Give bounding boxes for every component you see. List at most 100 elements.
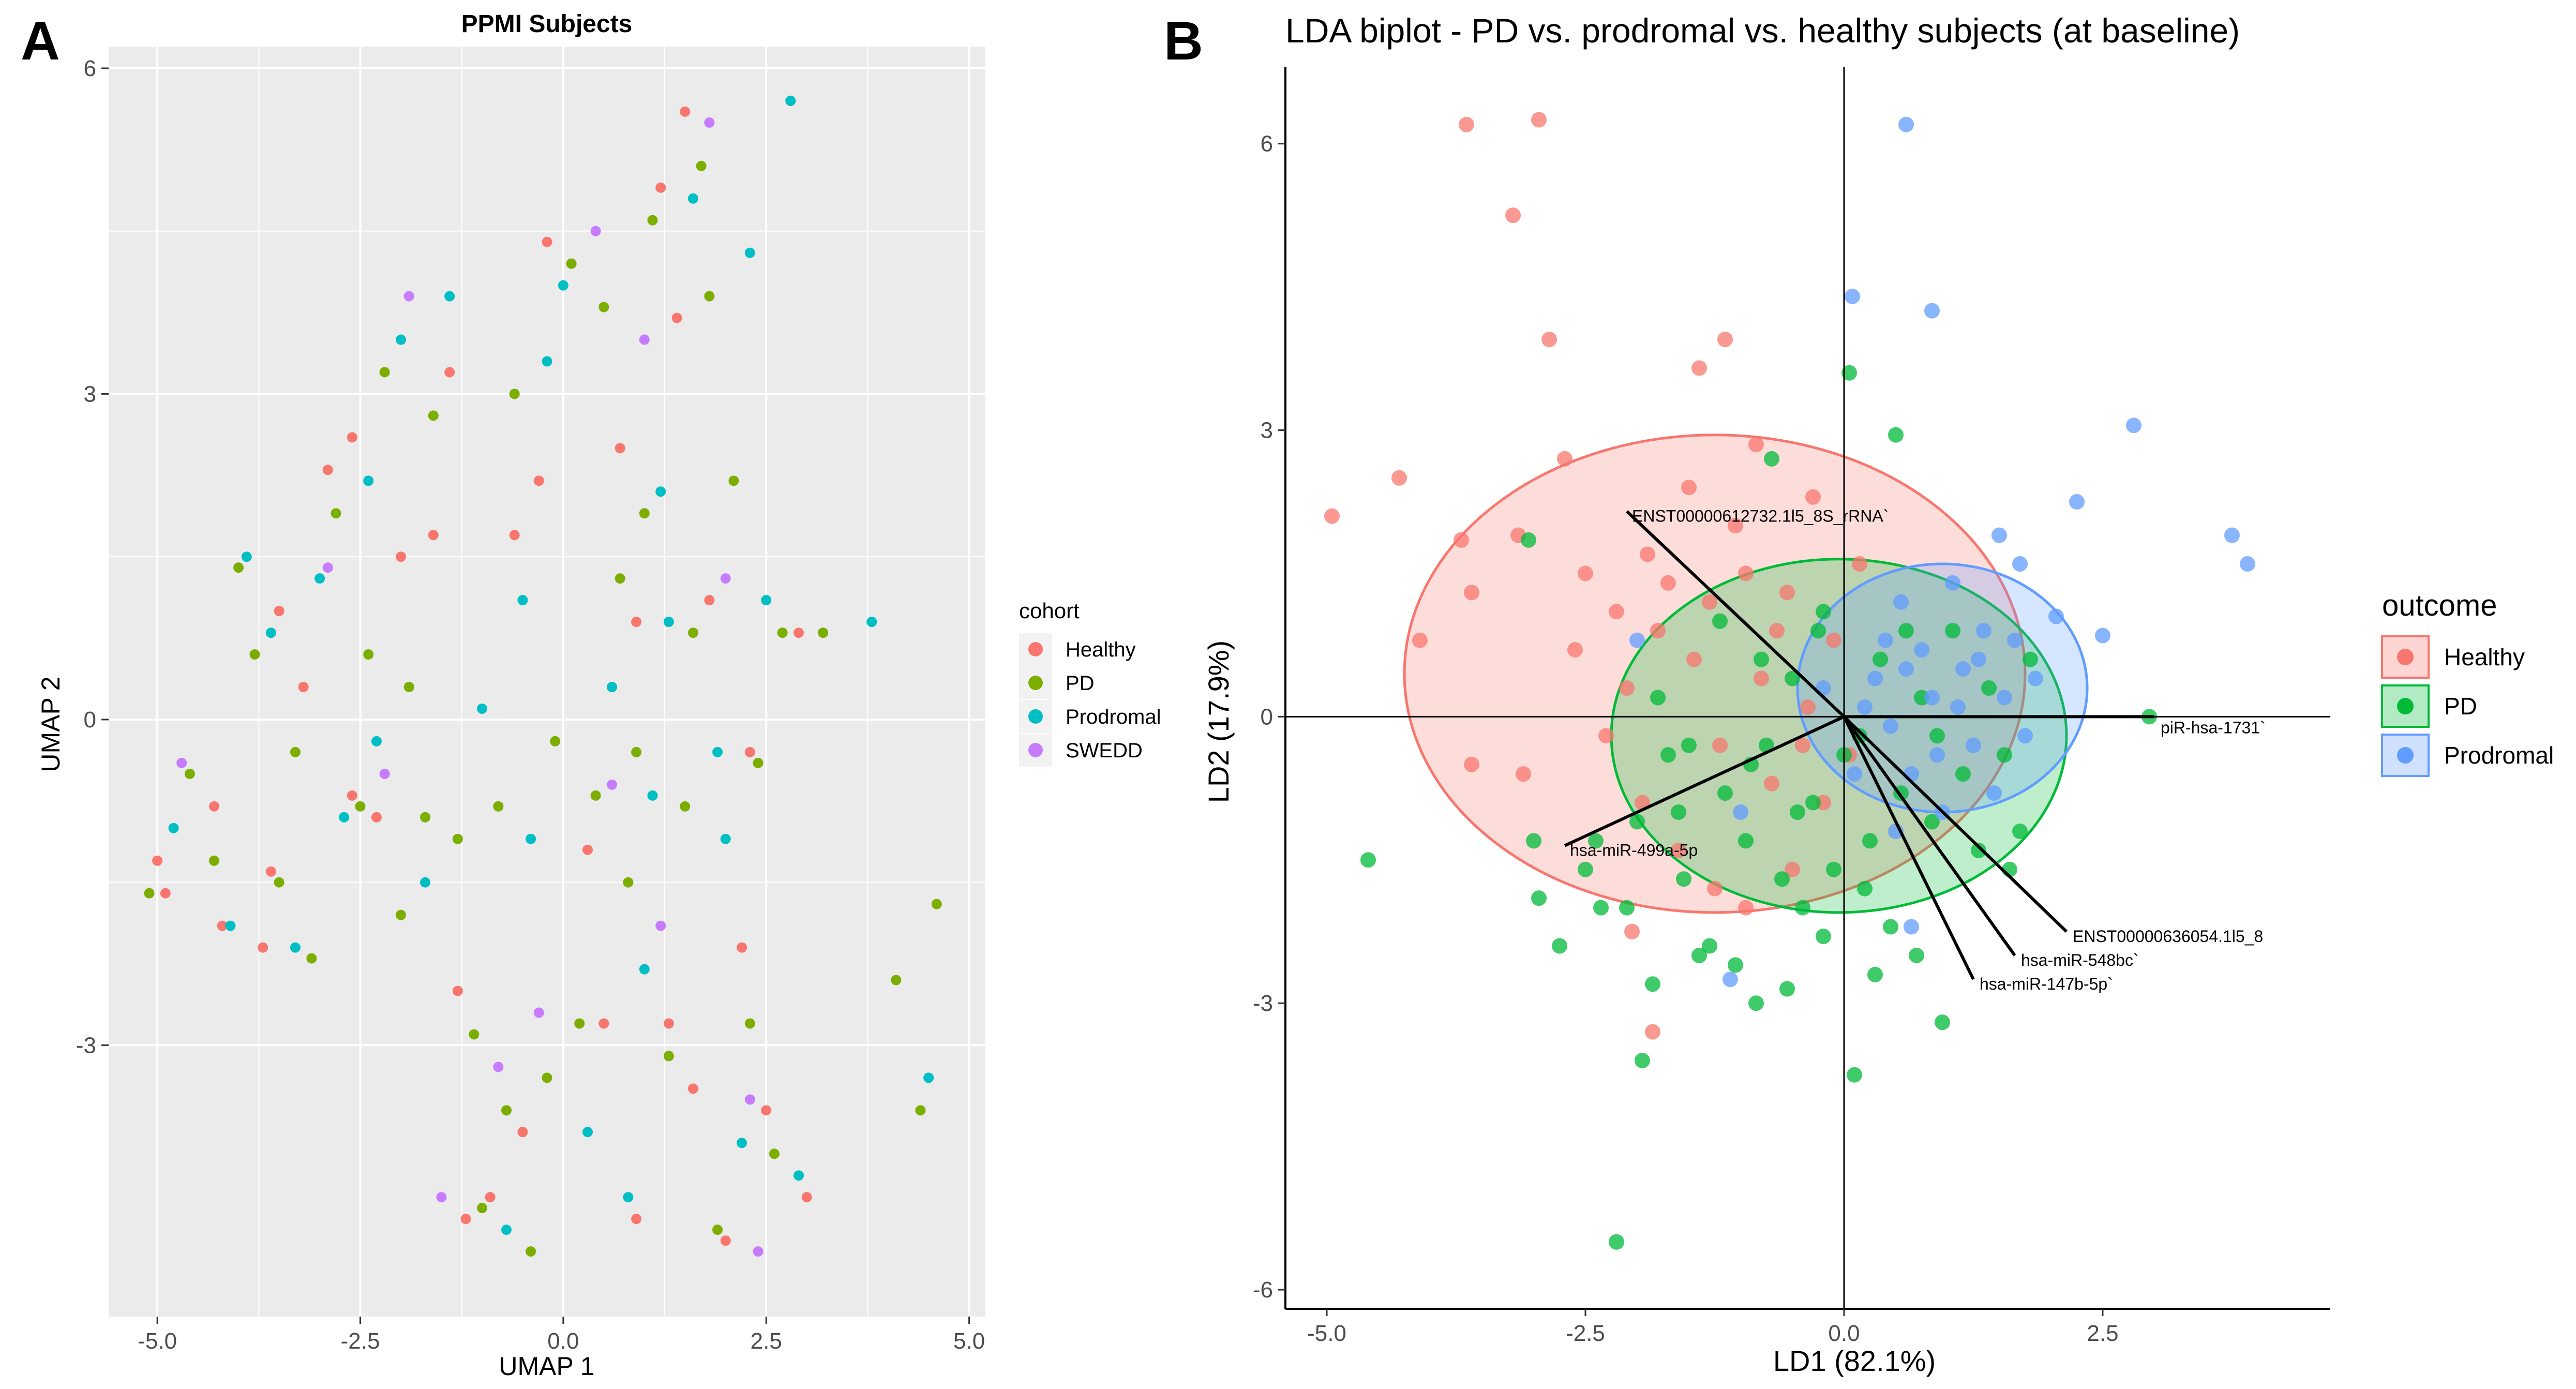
panel-b-vector-label: ENST00000636054.1l5_8 [2073, 927, 2263, 946]
panel-a-point-healthy [152, 855, 163, 866]
panel-b-point-pd [1645, 976, 1660, 992]
panel-b-point-healthy [1324, 508, 1340, 524]
panel-b-point-healthy [1609, 604, 1624, 620]
panel-b-point-pd [1867, 966, 1883, 982]
panel-a-point-prodromal [420, 877, 431, 888]
panel-b-point-healthy [1764, 775, 1779, 791]
panel-a-point-prodromal [793, 1170, 804, 1181]
panel-b-letter: B [1164, 11, 1203, 71]
panel-a-x-ticks: -5.0 -2.5 0.0 2.5 5.0 [138, 1317, 985, 1354]
panel-a-point-healthy [655, 182, 666, 193]
panel-b-legend-label: Healthy [2444, 644, 2525, 670]
panel-a-point-prodromal [737, 1138, 747, 1148]
panel-a-point-pd [542, 1072, 552, 1083]
panel-a-point-swedd [590, 226, 601, 236]
panel-b-point-pd [1857, 880, 1873, 897]
panel-b-point-prodromal [1629, 632, 1645, 648]
panel-a-point-pd [663, 1051, 674, 1062]
panel-a-y-tick-label: -3 [76, 1033, 96, 1058]
panel-b-y-tick-label: 3 [1261, 418, 1273, 443]
panel-a-point-prodromal [339, 812, 350, 823]
panel-a-point-pd [566, 258, 577, 269]
panel-b-axes [1284, 67, 2330, 1310]
panel-a-point-healthy [801, 1192, 812, 1203]
panel-b-point-pd [1650, 690, 1666, 706]
panel-b-point-prodromal [1898, 661, 1914, 677]
panel-a-point-swedd [704, 117, 715, 128]
panel-b-x-tick-label: 0.0 [1828, 1321, 1860, 1346]
panel-b-point-healthy [1738, 900, 1754, 916]
panel-b-point-pd [1909, 947, 1924, 963]
panel-a-point-healthy [582, 844, 593, 855]
panel-a-x-tick-label: -5.0 [138, 1328, 177, 1354]
panel-b-point-prodromal [2126, 417, 2141, 434]
panel-a-legend-title: cohort [1019, 599, 1080, 623]
panel-b-point-pd [1997, 747, 2012, 763]
panel-b-legend-swatch-healthy [2397, 649, 2414, 665]
panel-a-point-prodromal [785, 95, 796, 106]
panel-b-point-prodromal [1976, 623, 1991, 639]
panel-a-point-pd [574, 1018, 585, 1029]
panel-a-point-healthy [452, 985, 463, 996]
panel-b-point-healthy [1748, 437, 1764, 453]
panel-a-point-pd [590, 790, 601, 801]
panel-b-point-prodromal [1924, 303, 1940, 319]
panel-a-point-healthy [761, 1105, 772, 1116]
panel-b-point-pd [1728, 957, 1743, 973]
panel-b-x-axis-label: LD1 (82.1%) [1773, 1345, 1936, 1377]
panel-b-point-healthy [1464, 585, 1479, 601]
panel-b-point-prodromal [2240, 556, 2255, 572]
panel-b-point-pd [1635, 1053, 1650, 1068]
panel-b-point-prodromal [2007, 632, 2023, 648]
panel-a-point-pd [306, 953, 317, 964]
panel-b-vector [1843, 715, 2068, 933]
panel-a-point-healthy [217, 920, 228, 931]
panel-b-point-prodromal [1883, 718, 1898, 734]
panel-b-point-pd [1738, 833, 1754, 849]
panel-b-point-healthy [1691, 360, 1707, 376]
panel-b-point-prodromal [1845, 289, 1860, 305]
panel-b-point-healthy [1769, 623, 1785, 639]
panel-a-point-pd [712, 1224, 723, 1235]
panel-a-point-pd [184, 768, 195, 779]
panel-a-legend: cohort Healthy PD Prodromal SWEDD [1019, 599, 1161, 767]
panel-a-point-prodromal [168, 823, 179, 833]
panel-b-point-prodromal [1950, 699, 1966, 715]
panel-b-point-healthy [1454, 532, 1469, 548]
panel-b-legend-label: PD [2444, 693, 2477, 720]
panel-b-vector [1625, 510, 1846, 718]
panel-b-point-pd [1588, 833, 1604, 849]
panel-a-point-healthy [298, 681, 309, 692]
panel-a-point-prodromal [639, 964, 650, 975]
panel-a-point-healthy [704, 595, 715, 606]
panel-a-point-prodromal [607, 681, 618, 692]
panel-b-vector-label: hsa-miR-147b-5p` [1980, 975, 2113, 993]
panel-a-point-pd [728, 475, 739, 486]
panel-a-point-pd [931, 899, 942, 909]
panel-a-point-prodromal [501, 1224, 512, 1235]
panel-a-point-pd [452, 833, 463, 844]
panel-a-legend-label: SWEDD [1066, 739, 1143, 762]
panel-b-point-healthy [1459, 116, 1474, 132]
panel-b-point-pd [1521, 532, 1536, 548]
panel-b-point-prodromal [1955, 661, 1971, 677]
panel-b-point-healthy [1717, 332, 1733, 348]
panel-b-point-pd [1681, 737, 1697, 753]
panel-a-point-healthy [160, 888, 171, 899]
panel-b-point-pd [1609, 1234, 1624, 1250]
panel-b-point-pd [1526, 833, 1541, 849]
panel-b-point-prodromal [2012, 556, 2028, 572]
panel-a-point-pd [550, 736, 561, 746]
panel-b-point-healthy [1779, 585, 1795, 601]
panel-b-point-pd [1883, 919, 1898, 935]
panel-a-point-healthy [720, 1235, 731, 1246]
panel-a-point-pd [420, 812, 431, 823]
panel-b-point-healthy [1707, 880, 1723, 897]
panel-a-point-healthy [533, 475, 544, 486]
panel-a-point-pd [396, 909, 406, 920]
panel-b-point-pd [1748, 995, 1764, 1011]
panel-b-point-healthy [1567, 642, 1583, 658]
panel-b-point-healthy [1660, 575, 1676, 591]
panel-a-point-prodromal [663, 617, 674, 628]
